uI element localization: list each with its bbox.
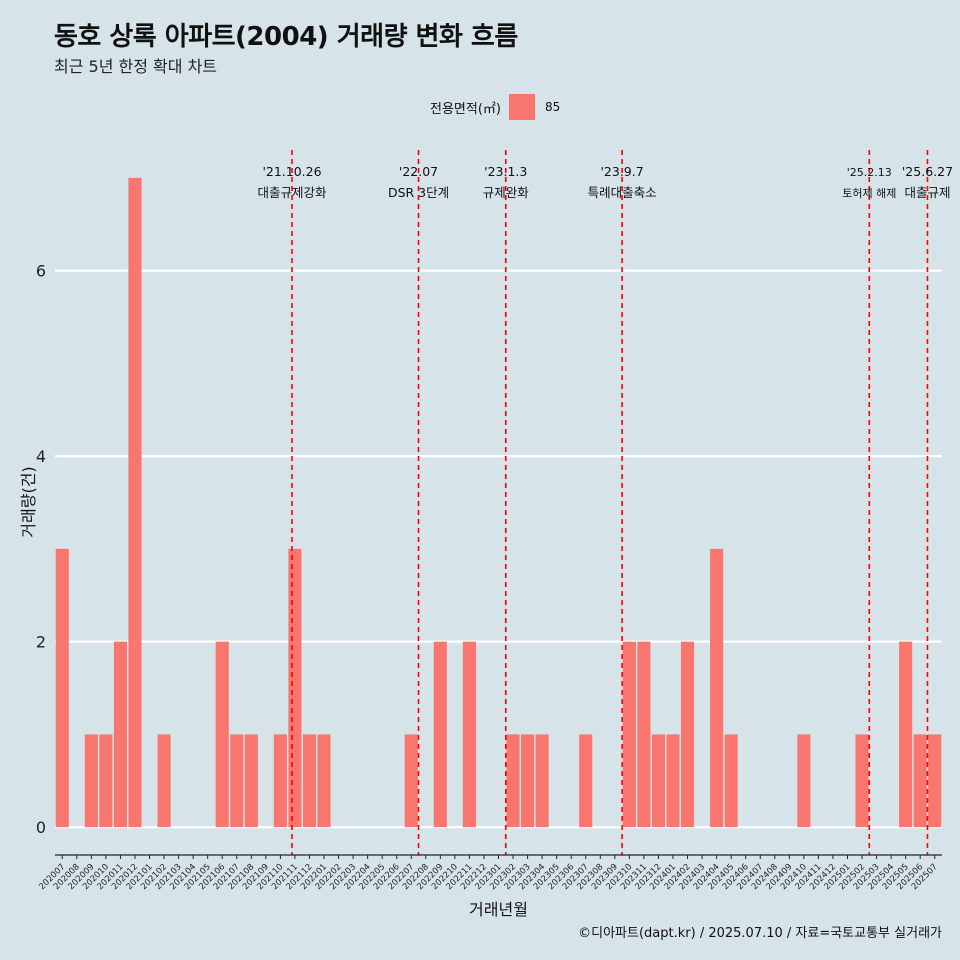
bar	[622, 641, 636, 828]
event-date-label: '21.10.26	[262, 164, 321, 179]
bar	[521, 734, 535, 828]
bar	[113, 641, 127, 828]
legend-swatch	[508, 94, 535, 120]
event-name-label: 대출규제	[904, 185, 950, 200]
event-name-label: 토허제 해제	[842, 186, 896, 200]
bar	[579, 734, 593, 828]
y-tick-label: 4	[36, 447, 46, 466]
legend: 전용면적(㎡) 85	[430, 94, 560, 120]
bar	[84, 734, 98, 828]
chart-title: 동호 상록 아파트(2004) 거래량 변화 흐름	[54, 22, 518, 52]
x-axis-title: 거래년월	[469, 900, 528, 919]
event-name-label: DSR 3단계	[388, 185, 449, 200]
y-tick-label: 2	[36, 633, 46, 652]
bar	[651, 734, 665, 828]
source-caption: ©디아파트(dapt.kr) / 2025.07.10 / 자료=국토교통부 실…	[578, 926, 942, 941]
event-date-label: '23.1.3	[484, 164, 527, 179]
event-date-label: '25.6.27	[902, 164, 953, 179]
bar	[244, 734, 258, 828]
bar	[317, 734, 331, 828]
chart-subtitle: 최근 5년 한정 확대 차트	[54, 57, 218, 76]
bar	[462, 641, 476, 828]
bar	[288, 548, 302, 828]
bar	[99, 734, 113, 828]
bar	[273, 734, 287, 828]
event-date-label: '23.9.7	[600, 164, 643, 179]
bar	[535, 734, 549, 828]
bar	[666, 734, 680, 828]
bar	[928, 734, 942, 828]
bar	[506, 734, 520, 828]
bar	[230, 734, 244, 828]
bar	[680, 641, 695, 828]
bar	[637, 641, 651, 828]
bar	[797, 734, 811, 828]
bar	[215, 641, 229, 828]
bar	[913, 734, 927, 828]
bar	[55, 548, 69, 828]
y-tick-label: 6	[36, 262, 46, 281]
legend-item-label: 85	[544, 100, 561, 114]
event-date-label: '25.2.13	[847, 166, 892, 179]
bar	[433, 641, 447, 828]
event-name-label: 특례대출축소	[588, 185, 657, 200]
bar	[724, 734, 738, 828]
event-name-label: 대출규제강화	[258, 185, 328, 200]
bar	[128, 177, 142, 828]
bar	[157, 734, 171, 828]
bar	[302, 734, 317, 828]
bar	[855, 734, 869, 828]
bar	[710, 548, 724, 828]
y-tick-label: 0	[36, 818, 46, 837]
bar	[899, 641, 913, 828]
y-axis-title: 거래량(건)	[19, 466, 38, 537]
legend-title: 전용면적(㎡)	[430, 101, 501, 117]
event-date-label: '22.07	[399, 164, 438, 179]
event-name-label: 규제완화	[483, 185, 530, 200]
bar	[404, 734, 418, 828]
